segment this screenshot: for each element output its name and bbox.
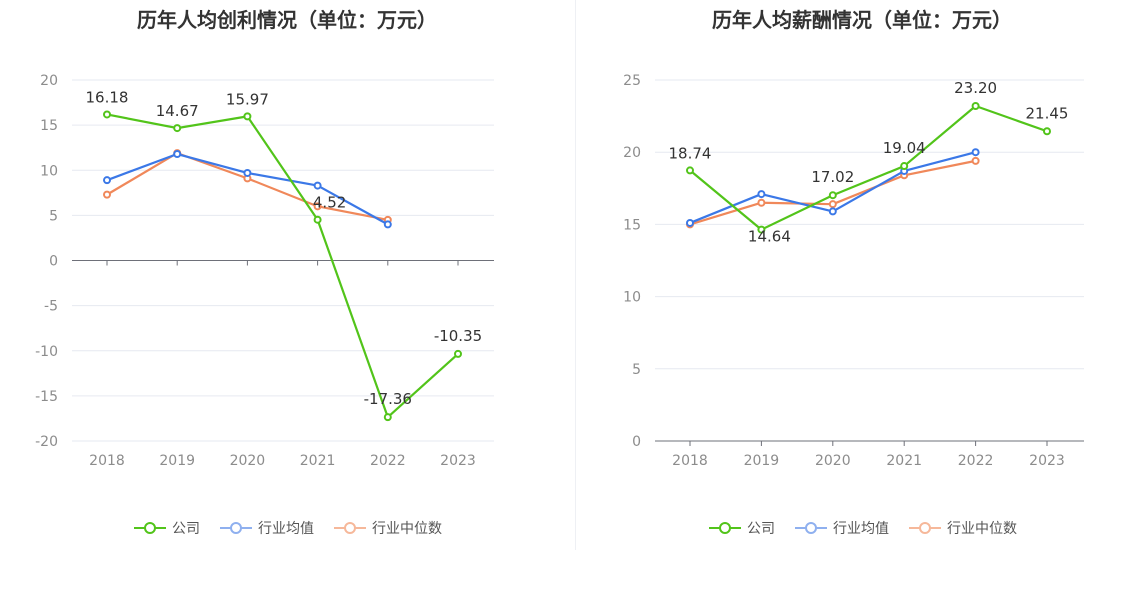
y-tick-label: 20	[40, 73, 58, 89]
legend-item-company[interactable]: 公司	[132, 518, 200, 538]
chart-title: 历年人均薪酬情况（单位：万元）	[712, 8, 1012, 32]
data-point-industry-avg[interactable]	[757, 190, 766, 199]
data-label: 14.64	[748, 228, 791, 246]
x-tick-label: 2023	[440, 453, 476, 469]
x-tick-label: 2019	[744, 453, 780, 469]
y-tick-label: 20	[623, 145, 641, 161]
data-point-industry-median[interactable]	[313, 202, 322, 211]
y-tick-label: -5	[44, 299, 58, 315]
data-point-company[interactable]	[173, 124, 182, 133]
x-tick-label: 2021	[886, 453, 922, 469]
legend-marker-company	[709, 522, 741, 534]
x-tick-label: 2018	[89, 453, 125, 469]
legend-item-industry-median[interactable]: 行业中位数	[907, 518, 1017, 538]
y-tick-label: 10	[40, 163, 58, 179]
legend-label-company: 公司	[747, 521, 775, 537]
data-point-industry-median[interactable]	[757, 198, 766, 207]
data-label: 15.97	[226, 90, 269, 108]
data-point-company[interactable]	[243, 112, 252, 121]
chart-panel-profit-per-capita: 历年人均创利情况（单位：万元） 20 15 10 5 0 -5 -10 -15 -20 2018 2…	[0, 0, 574, 560]
legend-item-industry-median[interactable]: 行业中位数	[332, 518, 442, 538]
y-tick-label: 5	[632, 362, 641, 378]
legend-label-industry-avg: 行业均值	[833, 521, 889, 537]
data-point-industry-avg[interactable]	[173, 150, 182, 159]
data-point-company[interactable]	[1043, 127, 1051, 136]
data-label: 14.67	[156, 102, 199, 120]
data-point-industry-avg[interactable]	[103, 176, 111, 185]
data-point-company[interactable]	[971, 101, 980, 110]
x-tick-label: 2022	[370, 453, 406, 469]
legend-label-industry-median: 行业中位数	[947, 521, 1017, 537]
data-point-company[interactable]	[454, 349, 462, 358]
data-point-company[interactable]	[757, 225, 766, 234]
data-point-company[interactable]	[103, 110, 111, 119]
chart-panel-salary-per-capita: 历年人均薪酬情况（单位：万元） 25 20 15 10 5 0 2018 2019 2020 20…	[576, 0, 1148, 560]
legend: 公司 行业均值 行业中位数	[0, 518, 574, 538]
y-tick-label: 5	[49, 208, 58, 224]
legend: 公司 行业均值 行业中位数	[576, 518, 1148, 538]
data-label: 18.74	[669, 144, 712, 162]
data-point-industry-median[interactable]	[828, 200, 837, 209]
y-tick-label: 15	[40, 118, 58, 134]
y-tick-label: 15	[623, 217, 641, 233]
legend-marker-industry-median	[909, 522, 941, 534]
chart-title: 历年人均创利情况（单位：万元）	[137, 8, 437, 32]
data-point-industry-avg[interactable]	[686, 218, 694, 227]
y-tick-label: 0	[632, 434, 641, 450]
x-tick-label: 2018	[672, 453, 708, 469]
data-point-company[interactable]	[828, 191, 837, 200]
data-point-company[interactable]	[686, 166, 694, 175]
legend-item-industry-avg[interactable]: 行业均值	[218, 518, 314, 538]
legend-item-industry-avg[interactable]: 行业均值	[793, 518, 889, 538]
legend-label-industry-median: 行业中位数	[372, 521, 442, 537]
x-tick-label: 2020	[815, 453, 851, 469]
x-tick-label: 2023	[1029, 453, 1065, 469]
legend-marker-company	[134, 522, 166, 534]
x-tick-label: 2020	[230, 453, 266, 469]
legend-marker-industry-avg	[795, 522, 827, 534]
legend-marker-industry-avg	[220, 522, 252, 534]
y-tick-label: -10	[35, 344, 58, 360]
data-label: 23.20	[954, 79, 997, 97]
y-tick-label: -15	[35, 389, 58, 405]
data-point-industry-avg[interactable]	[313, 181, 322, 190]
data-point-industry-median[interactable]	[103, 190, 111, 199]
salary-per-capita-chart: 25 20 15 10 5 0 2018 2019 2020 2021 2022 2023 18.74 1…	[623, 73, 1084, 469]
data-label: -10.35	[434, 327, 482, 345]
series-line-industry-avg	[106, 152, 389, 226]
legend-label-company: 公司	[172, 521, 200, 537]
data-point-industry-avg[interactable]	[828, 207, 837, 216]
legend-marker-industry-median	[334, 522, 366, 534]
data-point-company[interactable]	[383, 413, 392, 422]
legend-item-company[interactable]: 公司	[707, 518, 775, 538]
x-tick-label: 2022	[958, 453, 994, 469]
data-label: 17.02	[811, 168, 854, 186]
y-tick-label: 25	[623, 73, 641, 89]
y-tick-label: 10	[623, 290, 641, 306]
data-label: -17.36	[364, 390, 412, 408]
series-line-company	[106, 113, 459, 419]
profit-per-capita-chart: 20 15 10 5 0 -5 -10 -15 -20 2018 2019 2020 2021 2022 2…	[35, 73, 494, 469]
data-label: 4.52	[313, 194, 346, 212]
data-point-industry-avg[interactable]	[971, 148, 980, 157]
data-label: 19.04	[883, 139, 926, 157]
data-label: 16.18	[86, 88, 129, 106]
legend-label-industry-avg: 行业均值	[258, 521, 314, 537]
y-tick-label: -20	[35, 434, 58, 450]
data-point-company[interactable]	[313, 215, 322, 224]
data-point-company[interactable]	[900, 162, 909, 171]
data-point-industry-median[interactable]	[971, 156, 980, 165]
data-point-industry-avg[interactable]	[383, 220, 392, 229]
x-tick-label: 2019	[159, 453, 195, 469]
panel-divider	[575, 0, 576, 550]
data-point-industry-avg[interactable]	[243, 168, 252, 177]
x-tick-label: 2021	[300, 453, 336, 469]
series-line-company	[689, 104, 1048, 231]
data-label: 21.45	[1026, 104, 1069, 122]
y-tick-label: 0	[49, 254, 58, 270]
